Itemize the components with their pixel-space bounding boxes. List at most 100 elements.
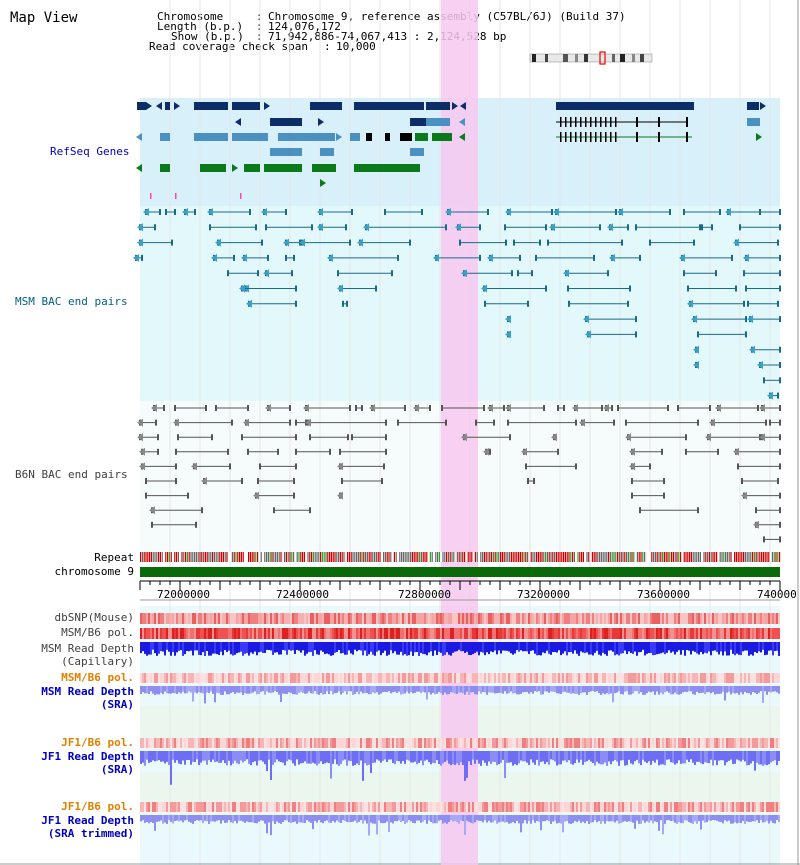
dbsnp-heat — [690, 613, 692, 624]
msm-pol-heat-2 — [256, 673, 258, 683]
msm-bac-pair-end — [505, 239, 507, 246]
msm-pol-heat-2 — [282, 673, 284, 683]
msm-sra-depth-bar — [580, 686, 582, 694]
jf1-pol-heat — [656, 738, 658, 748]
msm-cap-depth-bar — [292, 642, 294, 651]
msm-cap-depth-bar — [490, 642, 492, 652]
msm-pol-heat — [654, 628, 656, 639]
repeat-element — [347, 552, 349, 562]
msm-bac-pair-end — [743, 300, 745, 307]
msm-pol-heat-2 — [316, 673, 318, 683]
jf1-pol-heat-2 — [302, 802, 304, 812]
jf1-pol-heat-2 — [538, 802, 540, 812]
jf1-pol-heat-2 — [328, 802, 330, 812]
jf1-sra-depth-bar — [758, 751, 760, 765]
msm-sra-depth-bar — [644, 686, 646, 695]
dbsnp-heat — [678, 613, 680, 624]
dbsnp-heat — [654, 613, 656, 624]
jf1-pol-heat-2 — [348, 802, 350, 812]
jf1-trim-depth-bar — [728, 815, 730, 821]
msm-pol-heat — [322, 628, 324, 639]
refseq-gene — [137, 102, 146, 110]
gene-arrow — [133, 253, 139, 262]
msm-pol-heat-2 — [352, 673, 354, 683]
jf1-trim-depth-bar — [560, 815, 562, 824]
dbsnp-heat — [528, 613, 530, 624]
jf1-pol-heat-2 — [436, 802, 438, 812]
dbsnp-heat — [290, 613, 292, 624]
msm-pol-heat — [636, 628, 638, 639]
repeat-element — [735, 552, 737, 562]
repeat-element — [712, 552, 714, 562]
jf1-trim-depth-bar — [308, 815, 310, 822]
jf1-trim-depth-bar — [492, 815, 494, 823]
msm-bac-pair-end — [487, 209, 489, 215]
msm-pol-heat-2 — [686, 673, 688, 683]
gene-arrow — [481, 284, 487, 293]
msm-sra-depth-bar — [752, 686, 754, 693]
msm-pol-heat-2 — [722, 673, 724, 683]
jf1-sra-depth-bar — [284, 751, 286, 766]
jf1-sra-depth-bar — [754, 751, 756, 771]
jf1-sra-depth-bar — [554, 751, 556, 762]
msm-pol-heat-2 — [300, 673, 302, 683]
msm-pol-heat — [656, 628, 658, 639]
msm-cap-depth-bar — [758, 642, 760, 652]
msm-cap-depth-bar — [314, 642, 316, 651]
repeat-element — [541, 552, 543, 562]
jf1-pol-heat-2 — [394, 802, 396, 812]
jf1-trim-depth-bar — [538, 815, 540, 822]
msm-pol-heat-2 — [156, 673, 158, 683]
jf1-pol-heat — [460, 738, 462, 748]
b6n-bac-pair-end — [617, 405, 619, 411]
msm-pol-heat-2 — [200, 673, 202, 683]
msm-pol-heat-2 — [742, 673, 744, 683]
jf1-sra-depth-bar — [692, 751, 694, 763]
jf1-sra-depth-bar — [290, 751, 292, 761]
msm-pol-heat — [182, 628, 184, 639]
dbsnp-heat — [642, 613, 644, 624]
jf1-pol-heat-2 — [604, 802, 606, 812]
jf1-sra-depth-bar — [344, 751, 346, 760]
msm-sra-depth-bar — [152, 686, 154, 694]
repeat-element — [503, 552, 505, 562]
repeat-element — [777, 552, 779, 562]
msm-pol-heat-2 — [214, 673, 216, 683]
b6n-bac-pair-end — [347, 434, 349, 441]
jf1-pol-heat-2 — [520, 802, 522, 812]
msm-sra-depth-bar — [524, 686, 526, 693]
msm-pol-heat — [580, 628, 582, 639]
repeat-element — [779, 552, 781, 562]
dbsnp-heat — [292, 613, 294, 624]
msm-pol-heat — [208, 628, 210, 639]
msm-sra-depth-bar — [440, 686, 442, 694]
msm-pol-heat — [672, 628, 674, 639]
jf1-sra-depth-bar — [192, 751, 194, 762]
jf1-pol-heat — [650, 738, 652, 748]
jf1-trim-depth-bar — [584, 815, 586, 824]
msm-pol-heat — [416, 628, 418, 639]
msm-cap-depth-bar — [588, 642, 590, 655]
msm-pol-heat — [726, 628, 728, 639]
jf1-sra-depth-bar — [362, 751, 364, 781]
jf1-pol-heat — [654, 738, 656, 748]
msm-pol-heat-2 — [330, 673, 332, 683]
msm-cap-depth-bar — [452, 642, 454, 653]
jf1-sra-depth-bar — [234, 751, 236, 761]
msm-sra-depth-bar — [736, 686, 738, 693]
jf1-pol-heat — [186, 738, 188, 748]
msm-pol-heat — [146, 628, 148, 639]
jf1-pol-heat-2 — [662, 802, 664, 812]
jf1-pol-heat — [228, 738, 230, 748]
msm-cap-depth-bar — [318, 642, 320, 655]
msm-sra-depth-bar — [704, 686, 706, 695]
refseq-exon — [570, 117, 572, 127]
jf1-sra-depth-bar — [456, 751, 458, 764]
jf1-trim-depth-bar — [588, 815, 590, 824]
jf1-pol-heat — [604, 738, 606, 748]
msm-sra-depth-bar — [614, 686, 616, 694]
msm-pol-heat-2 — [548, 673, 550, 683]
msm-sra-depth-bar — [496, 686, 498, 694]
msm-sra-depth-bar — [590, 686, 592, 692]
